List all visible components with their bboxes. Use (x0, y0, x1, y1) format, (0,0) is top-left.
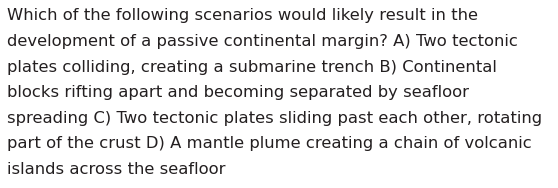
Text: spreading C) Two tectonic plates sliding past each other, rotating: spreading C) Two tectonic plates sliding… (7, 111, 542, 126)
Text: plates colliding, creating a submarine trench B) Continental: plates colliding, creating a submarine t… (7, 60, 497, 75)
Text: Which of the following scenarios would likely result in the: Which of the following scenarios would l… (7, 8, 478, 24)
Text: part of the crust D) A mantle plume creating a chain of volcanic: part of the crust D) A mantle plume crea… (7, 136, 532, 151)
Text: blocks rifting apart and becoming separated by seafloor: blocks rifting apart and becoming separa… (7, 85, 469, 100)
Text: development of a passive continental margin? A) Two tectonic: development of a passive continental mar… (7, 34, 518, 49)
Text: islands across the seafloor: islands across the seafloor (7, 162, 226, 177)
